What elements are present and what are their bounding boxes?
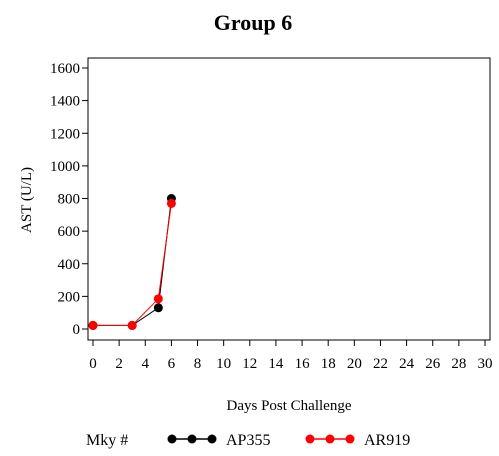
y-tick-label: 600 xyxy=(58,224,81,240)
series-ap355 xyxy=(88,194,176,330)
x-tick-label: 10 xyxy=(216,356,231,372)
y-tick-label: 1400 xyxy=(50,94,80,110)
legend-title: Mky # xyxy=(86,432,128,449)
legend-label: AR919 xyxy=(364,432,410,449)
y-tick-label: 200 xyxy=(58,289,81,305)
x-tick-label: 6 xyxy=(168,356,176,372)
series-line xyxy=(93,203,172,326)
x-tick-label: 12 xyxy=(242,356,257,372)
x-axis: 0 2 4 6 8 10 12 14 16 18 20 22 24 26 28 30 xyxy=(89,340,493,372)
series-ar919 xyxy=(88,198,176,330)
x-tick-label: 8 xyxy=(194,356,202,372)
chart-title: Group 6 xyxy=(214,10,292,35)
x-tick-label: 30 xyxy=(478,356,493,372)
y-tick-label: 400 xyxy=(58,257,81,273)
legend-marker xyxy=(187,434,197,444)
legend-item-ar919: AR919 xyxy=(305,432,410,449)
x-axis-label: Days Post Challenge xyxy=(227,398,352,414)
y-tick-label: 1600 xyxy=(50,61,80,77)
data-point xyxy=(153,294,163,304)
y-axis-label: AST (U/L) xyxy=(19,167,35,233)
series-layer xyxy=(88,194,176,330)
legend-marker xyxy=(305,434,315,444)
plot-frame xyxy=(87,57,491,341)
y-axis: 0 200 400 600 800 1000 1200 1400 1600 xyxy=(50,61,88,338)
x-tick-label: 24 xyxy=(399,356,415,372)
x-tick-label: 2 xyxy=(115,356,123,372)
legend: Mky # AP355 AR919 xyxy=(86,432,410,449)
x-tick-label: 20 xyxy=(347,356,362,372)
x-tick-label: 0 xyxy=(89,356,97,372)
legend-marker xyxy=(207,434,217,444)
legend-label: AP355 xyxy=(226,432,270,449)
y-tick-label: 1000 xyxy=(50,159,80,175)
x-tick-label: 26 xyxy=(425,356,441,372)
x-tick-label: 16 xyxy=(295,356,311,372)
y-tick-label: 0 xyxy=(73,322,81,338)
data-point xyxy=(153,303,163,313)
data-point xyxy=(127,320,137,330)
x-tick-label: 28 xyxy=(451,356,466,372)
x-tick-label: 22 xyxy=(373,356,388,372)
x-tick-label: 18 xyxy=(321,356,336,372)
y-tick-label: 1200 xyxy=(50,126,80,142)
legend-marker xyxy=(345,434,355,444)
legend-marker xyxy=(167,434,177,444)
data-point xyxy=(166,198,176,208)
legend-item-ap355: AP355 xyxy=(167,432,270,449)
x-tick-label: 14 xyxy=(268,356,284,372)
x-tick-label: 4 xyxy=(142,356,150,372)
y-tick-label: 800 xyxy=(58,192,81,208)
legend-marker xyxy=(325,434,335,444)
data-point xyxy=(88,320,98,330)
